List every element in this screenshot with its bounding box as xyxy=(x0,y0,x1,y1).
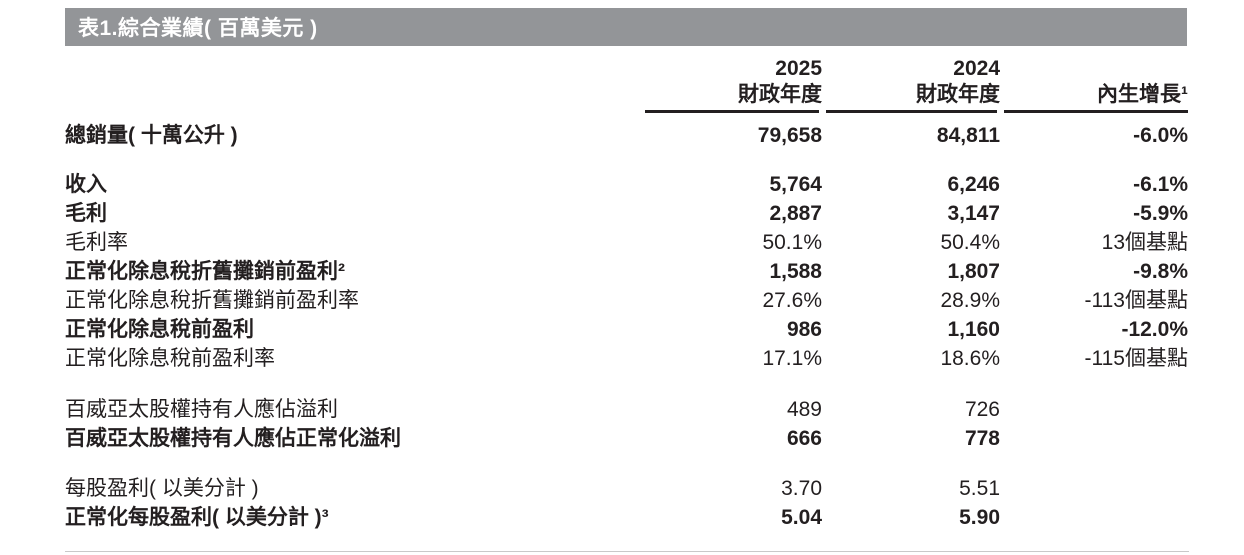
header-underline-segment-2 xyxy=(826,110,997,113)
value-fy2025: 5.04 xyxy=(781,506,822,529)
table-row: 正常化除息稅前盈利率 17.1% 18.6% -115個基點 xyxy=(65,344,1188,373)
value-organic-growth: -12.0% xyxy=(1121,318,1188,341)
value-organic-growth: -6.0% xyxy=(1133,124,1188,147)
table-row: 正常化每股盈利( 以美分計 )³ 5.04 5.90 xyxy=(65,503,1188,532)
value-fy2025: 79,658 xyxy=(757,124,822,147)
value-fy2024: 1,160 xyxy=(947,318,1000,341)
value-organic-growth: -5.9% xyxy=(1133,202,1188,225)
header-fy2024: 2024 財政年度 xyxy=(822,56,1000,108)
value-fy2024: 18.6% xyxy=(940,347,1000,370)
row-label: 正常化除息稅折舊攤銷前盈利率 xyxy=(65,289,359,312)
table-row: 每股盈利( 以美分計 ) 3.70 5.51 xyxy=(65,474,1188,503)
row-label: 正常化除息稅前盈利率 xyxy=(65,347,275,370)
row-label: 百威亞太股權持有人應佔溢利 xyxy=(65,398,338,421)
value-fy2025: 666 xyxy=(786,427,822,450)
table-row: 總銷量( 十萬公升 ) 79,658 84,811 -6.0% xyxy=(65,121,1188,150)
header-fy2025-caption: 財政年度 xyxy=(738,83,822,106)
value-fy2024: 6,246 xyxy=(947,173,1000,196)
table-body: 總銷量( 十萬公升 ) 79,658 84,811 -6.0% 收入 5,764… xyxy=(65,121,1188,532)
table-row: 毛利率 50.1% 50.4% 13個基點 xyxy=(65,228,1188,257)
value-organic-growth: -9.8% xyxy=(1133,260,1188,283)
value-fy2025: 489 xyxy=(786,398,822,421)
value-fy2024: 84,811 xyxy=(936,124,1000,147)
header-fy2024-caption: 財政年度 xyxy=(916,83,1000,106)
value-fy2025: 5,764 xyxy=(769,173,822,196)
table-row: 百威亞太股權持有人應佔溢利 489 726 xyxy=(65,395,1188,424)
value-organic-growth: -113個基點 xyxy=(1084,289,1188,312)
row-label: 正常化除息稅前盈利 xyxy=(65,318,254,341)
table-row: 收入 5,764 6,246 -6.1% xyxy=(65,170,1188,199)
row-label: 百威亞太股權持有人應佔正常化溢利 xyxy=(65,427,401,450)
header-fy2025-year: 2025 xyxy=(775,57,822,80)
row-label: 毛利率 xyxy=(65,231,128,254)
value-fy2025: 17.1% xyxy=(762,347,822,370)
header-underline-segment-1 xyxy=(645,110,819,113)
table-row: 毛利 2,887 3,147 -5.9% xyxy=(65,199,1188,228)
row-label: 毛利 xyxy=(65,202,107,225)
value-fy2024: 726 xyxy=(964,398,1000,421)
header-fy2024-year: 2024 xyxy=(953,57,1000,80)
header-organic-growth: 內生增長¹ xyxy=(1000,56,1188,108)
value-fy2024: 3,147 xyxy=(947,202,1000,225)
row-label: 正常化每股盈利( 以美分計 )³ xyxy=(65,506,329,529)
value-fy2025: 50.1% xyxy=(762,231,822,254)
header-label-column xyxy=(65,56,645,108)
value-fy2024: 1,807 xyxy=(947,260,1000,283)
table-title-bar: 表1.綜合業績( 百萬美元 ) xyxy=(65,8,1187,46)
value-organic-growth: 13個基點 xyxy=(1101,231,1188,254)
row-group-spacer xyxy=(65,453,1188,474)
header-underline-segment-3 xyxy=(1004,110,1188,113)
header-organic-growth-label: 內生增長¹ xyxy=(1097,83,1188,106)
row-label: 總銷量( 十萬公升 ) xyxy=(65,124,238,147)
table-title: 表1.綜合業績( 百萬美元 ) xyxy=(78,17,318,40)
table-row: 正常化除息稅前盈利 986 1,160 -12.0% xyxy=(65,315,1188,344)
table-bottom-rule xyxy=(65,551,1189,552)
row-label: 收入 xyxy=(65,173,107,196)
header-fy2025: 2025 財政年度 xyxy=(645,56,822,108)
table-row: 正常化除息稅折舊攤銷前盈利² 1,588 1,807 -9.8% xyxy=(65,257,1188,286)
value-organic-growth: -115個基點 xyxy=(1084,347,1188,370)
value-fy2025: 3.70 xyxy=(781,477,822,500)
row-group-spacer xyxy=(65,150,1188,170)
value-fy2025: 2,887 xyxy=(769,202,822,225)
value-fy2024: 5.90 xyxy=(959,506,1000,529)
value-organic-growth xyxy=(1000,503,1188,532)
value-fy2024: 28.9% xyxy=(940,289,1000,312)
table-header-row: 2025 財政年度 2024 財政年度 內生增長¹ xyxy=(65,56,1188,108)
value-fy2025: 27.6% xyxy=(762,289,822,312)
value-organic-growth xyxy=(1000,474,1188,503)
value-fy2024: 778 xyxy=(964,427,1000,450)
row-group-spacer xyxy=(65,373,1188,395)
table-row: 百威亞太股權持有人應佔正常化溢利 666 778 xyxy=(65,424,1188,453)
value-fy2025: 1,588 xyxy=(769,260,822,283)
value-organic-growth: -6.1% xyxy=(1133,173,1188,196)
value-organic-growth xyxy=(1000,424,1188,453)
value-fy2025: 986 xyxy=(786,318,822,341)
value-fy2024: 50.4% xyxy=(940,231,1000,254)
row-label: 正常化除息稅折舊攤銷前盈利² xyxy=(65,260,345,283)
table-row: 正常化除息稅折舊攤銷前盈利率 27.6% 28.9% -113個基點 xyxy=(65,286,1188,315)
value-fy2024: 5.51 xyxy=(959,477,1000,500)
value-organic-growth xyxy=(1000,395,1188,424)
row-label: 每股盈利( 以美分計 ) xyxy=(65,477,259,500)
